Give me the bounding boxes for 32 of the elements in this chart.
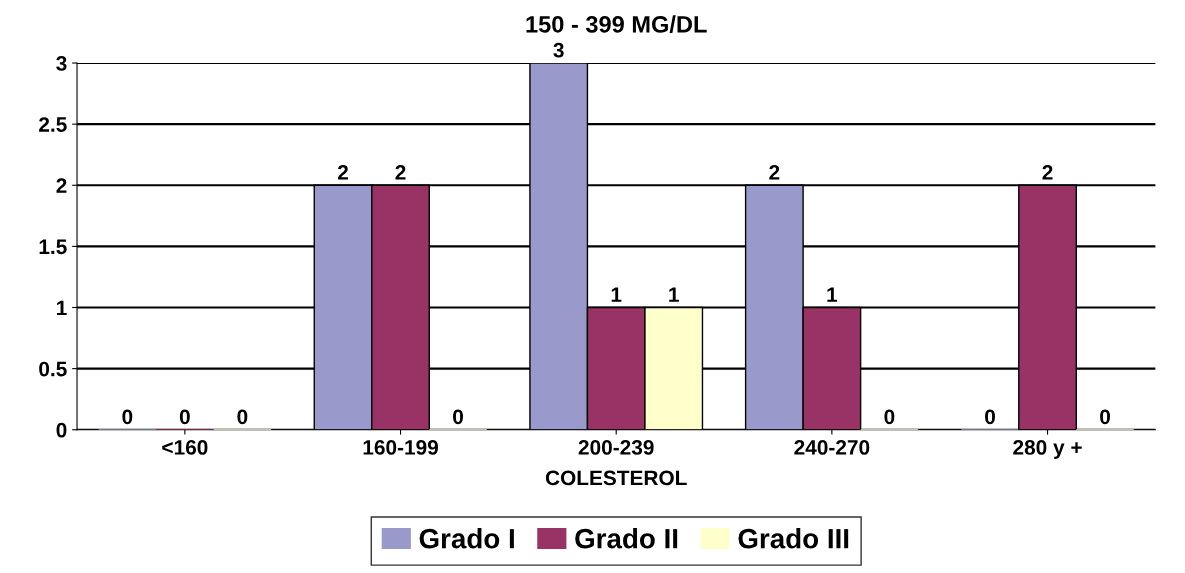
y-tick-label: 1.5 (39, 239, 67, 255)
x-tick-label: <160 (162, 440, 208, 455)
data-label: 2 (769, 165, 780, 180)
y-tick-label: 2 (56, 178, 67, 193)
y-tick-label: 3 (56, 56, 67, 71)
data-label: 2 (337, 165, 348, 180)
chart-title: 150 - 399 MG/DL (526, 15, 707, 33)
data-label: 1 (827, 287, 838, 302)
data-label: 2 (395, 165, 406, 180)
legend-label: Grado II (575, 528, 678, 549)
y-tick-label: 1 (57, 300, 67, 316)
data-label: 1 (611, 287, 622, 302)
data-label: 0 (1100, 409, 1110, 425)
data-label: 0 (237, 409, 248, 425)
x-tick-label: 160-199 (363, 440, 438, 455)
data-label: 1 (669, 287, 679, 302)
data-label: 0 (985, 409, 995, 425)
data-label: 2 (1042, 165, 1053, 180)
y-tick-label: 0.5 (39, 361, 67, 377)
data-label: 0 (453, 409, 463, 425)
x-tick-label: 280 y + (1013, 440, 1082, 459)
y-tick-label: 2.5 (39, 117, 67, 132)
x-tick-label: 200-239 (578, 440, 654, 455)
y-tick-label: 0 (56, 422, 67, 438)
data-label: 0 (884, 409, 895, 425)
legend-label: Grado I (419, 528, 514, 549)
data-label: 0 (179, 409, 190, 425)
x-tick-label: 240-270 (794, 440, 870, 455)
legend-label: Grado III (738, 528, 849, 549)
x-axis-title: COLESTEROL (545, 470, 687, 486)
data-label: 3 (553, 42, 564, 58)
data-label: 0 (122, 409, 133, 425)
